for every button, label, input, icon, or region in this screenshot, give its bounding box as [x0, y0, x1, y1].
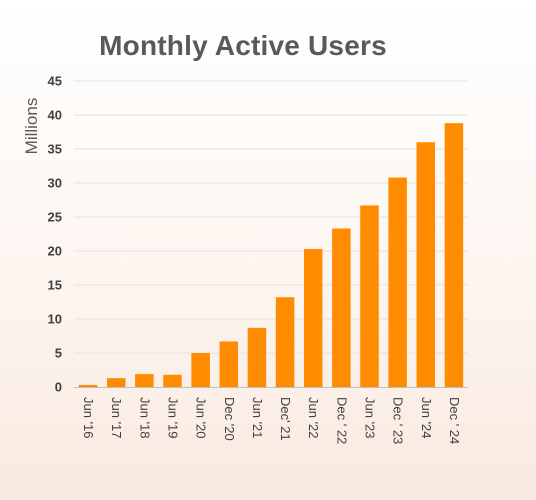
x-tick-label: Dec' 21 [278, 397, 293, 441]
chart-title: Monthly Active Users [99, 30, 387, 61]
y-tick-label: 15 [48, 278, 62, 293]
y-tick-label: 40 [48, 108, 62, 123]
bar [247, 327, 267, 387]
bar [191, 353, 210, 387]
y-tick-label: 0 [55, 380, 62, 395]
y-tick-label: 35 [48, 142, 62, 157]
y-tick-label: 45 [48, 74, 62, 89]
x-tick-label: Jun '23 [363, 397, 378, 439]
bar [135, 374, 154, 387]
x-tick-label: Jun '21 [250, 397, 265, 439]
x-tick-label: Jun '22 [306, 397, 321, 439]
y-tick-label: 30 [48, 176, 62, 191]
x-tick-label: Dec ' 23 [391, 397, 406, 444]
bar [444, 123, 464, 387]
bar [303, 248, 323, 387]
y-tick-label: 25 [48, 210, 62, 225]
x-tick-label: Jun '24 [419, 397, 434, 439]
y-tick-label: 20 [48, 244, 62, 259]
bar [275, 297, 295, 387]
y-tick-label: 5 [55, 346, 62, 361]
bar [360, 205, 379, 387]
x-tick-label: Jun '17 [109, 397, 124, 439]
x-tick-label: Jun '16 [81, 397, 96, 439]
x-tick-label: Dec ' 24 [447, 397, 462, 444]
y-axis-label: Millions [22, 98, 41, 155]
bar [163, 374, 182, 387]
y-tick-label: 10 [48, 312, 62, 327]
x-tick-label: Dec '20 [222, 397, 237, 441]
x-tick-label: Jun '19 [166, 397, 181, 439]
bar [78, 384, 98, 387]
x-tick-label: Jun '20 [194, 397, 209, 439]
x-tick-label: Jun '18 [137, 397, 152, 439]
bar [416, 142, 436, 387]
bar [106, 378, 126, 387]
x-tick-label: Dec ' 22 [334, 397, 349, 444]
bar [332, 228, 351, 387]
bar [219, 341, 239, 387]
bar [388, 177, 407, 387]
